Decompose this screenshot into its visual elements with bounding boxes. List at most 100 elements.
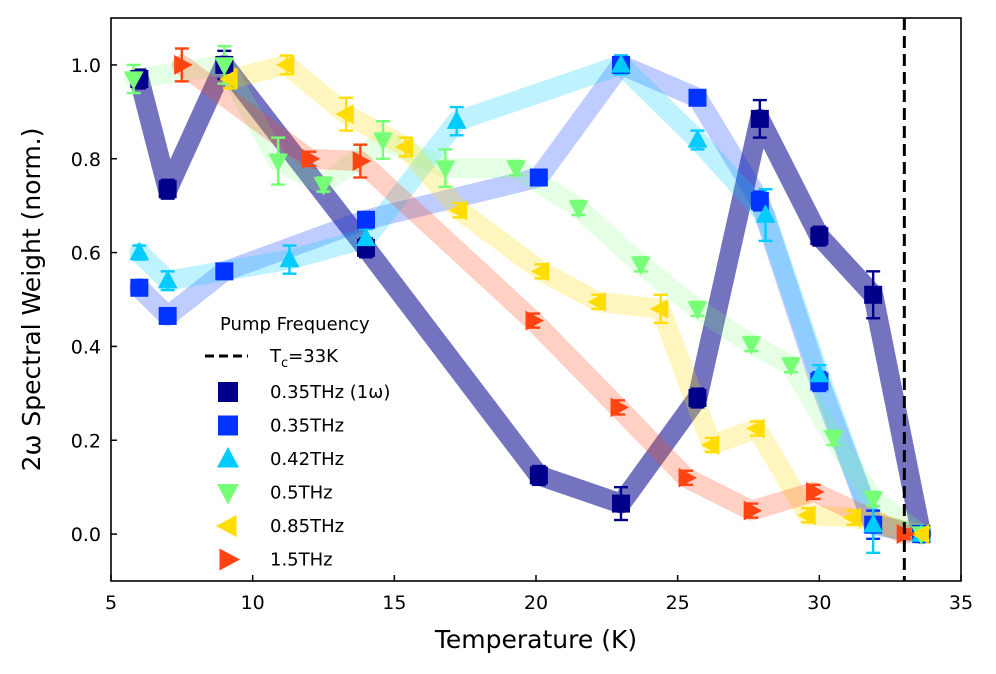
data-point	[688, 88, 707, 107]
legend-tc-label-sub: c	[281, 356, 288, 371]
legend-label: 0.42THz	[270, 449, 344, 470]
data-point	[301, 148, 321, 169]
legend: Pump Frequency Tc=33K 0.35THz (1ω)0.35TH…	[205, 314, 390, 571]
legend-label: 0.5THz	[270, 483, 333, 504]
legend-tc-label: Tc=33K	[269, 346, 339, 371]
data-point	[863, 491, 884, 510]
data-point	[587, 291, 606, 312]
legend-label: 0.35THz	[270, 416, 344, 437]
y-tick-label: 0.0	[71, 524, 101, 546]
legend-entry: 0.35THz	[218, 415, 344, 437]
y-tick-label: 0.6	[71, 243, 101, 265]
data-point	[219, 69, 238, 89]
legend-tc-label-rest: =33K	[288, 346, 339, 367]
data-point	[123, 71, 144, 90]
legend-entry: 0.85THz	[216, 515, 344, 537]
data-point	[741, 336, 762, 355]
x-tick-label: 25	[666, 592, 690, 614]
legend-marker	[217, 447, 239, 468]
y-tick-label: 0.2	[71, 430, 101, 452]
x-tick-label: 35	[949, 592, 973, 614]
data-point	[568, 200, 589, 219]
data-point	[823, 430, 844, 449]
data-point	[863, 513, 884, 533]
data-point	[755, 204, 776, 223]
data-point	[279, 248, 300, 268]
data-point	[275, 55, 295, 75]
data-point	[335, 104, 354, 125]
data-point	[781, 357, 801, 376]
data-point	[506, 160, 527, 179]
data-point	[797, 505, 816, 526]
legend-marker	[218, 382, 238, 402]
data-point	[649, 298, 669, 319]
data-point	[700, 435, 720, 455]
data-point	[864, 285, 883, 304]
data-point	[158, 306, 177, 325]
data-point	[678, 467, 697, 488]
x-tick-label: 5	[105, 592, 117, 614]
data-point	[356, 227, 376, 247]
data-point	[743, 500, 763, 521]
data-point	[687, 129, 708, 148]
data-point	[394, 137, 414, 157]
data-point	[357, 210, 375, 229]
legend-marker	[218, 415, 238, 436]
data-point	[525, 310, 544, 331]
data-point	[215, 262, 234, 281]
data-point	[157, 269, 178, 289]
data-point	[130, 278, 149, 297]
legend-entry: 0.5THz	[217, 483, 333, 505]
legend-title: Pump Frequency	[220, 314, 370, 335]
x-tick-label: 10	[241, 592, 265, 614]
data-point	[448, 200, 468, 221]
data-point	[687, 301, 708, 320]
data-point	[806, 481, 825, 502]
data-point	[313, 176, 334, 196]
data-point	[435, 160, 456, 179]
data-point	[529, 168, 548, 187]
data-point	[810, 227, 829, 246]
y-axis-ticks: 0.0 0.2 0.4 0.6 0.8 1.0	[71, 55, 117, 546]
data-point	[529, 466, 548, 485]
data-point	[688, 389, 707, 408]
data-point	[750, 191, 769, 210]
data-point	[750, 109, 769, 128]
y-tick-label: 0.8	[71, 149, 101, 171]
x-tick-label: 15	[382, 592, 406, 614]
data-point	[612, 494, 630, 513]
legend-label: 0.85THz	[270, 516, 344, 537]
data-point	[842, 507, 861, 528]
data-point	[129, 241, 150, 261]
data-markers	[123, 54, 932, 545]
data-point	[446, 110, 467, 129]
legend-entries: 0.35THz (1ω) 0.35THz 0.42THz 0.5THz 0.85THz 1…	[216, 382, 390, 571]
data-point	[896, 524, 916, 544]
legend-entry: 0.42THz	[217, 447, 344, 470]
y-axis-title: 2ω Spectral Weight (norm.)	[17, 128, 46, 472]
data-point	[910, 524, 929, 544]
legend-marker	[219, 548, 240, 571]
data-point	[174, 55, 193, 75]
y-tick-label: 1.0	[71, 55, 101, 77]
data-point	[373, 132, 393, 151]
data-point	[610, 397, 629, 418]
data-point	[746, 418, 765, 439]
legend-marker	[217, 484, 239, 505]
data-point	[530, 261, 550, 282]
data-point	[809, 363, 830, 383]
data-point	[214, 57, 235, 76]
legend-label: 1.5THz	[270, 550, 333, 571]
y-tick-label: 0.4	[71, 336, 101, 358]
data-point	[352, 151, 372, 171]
data-point	[158, 180, 177, 199]
legend-tc-label-main: T	[269, 346, 282, 367]
data-point	[268, 153, 289, 172]
legend-marker	[216, 515, 237, 537]
x-tick-label: 20	[524, 592, 548, 614]
x-tick-label: 30	[807, 592, 831, 614]
legend-entry: 1.5THz	[219, 548, 333, 571]
legend-label: 0.35THz (1ω)	[270, 382, 390, 403]
x-axis-title: Temperature (K)	[434, 625, 637, 654]
